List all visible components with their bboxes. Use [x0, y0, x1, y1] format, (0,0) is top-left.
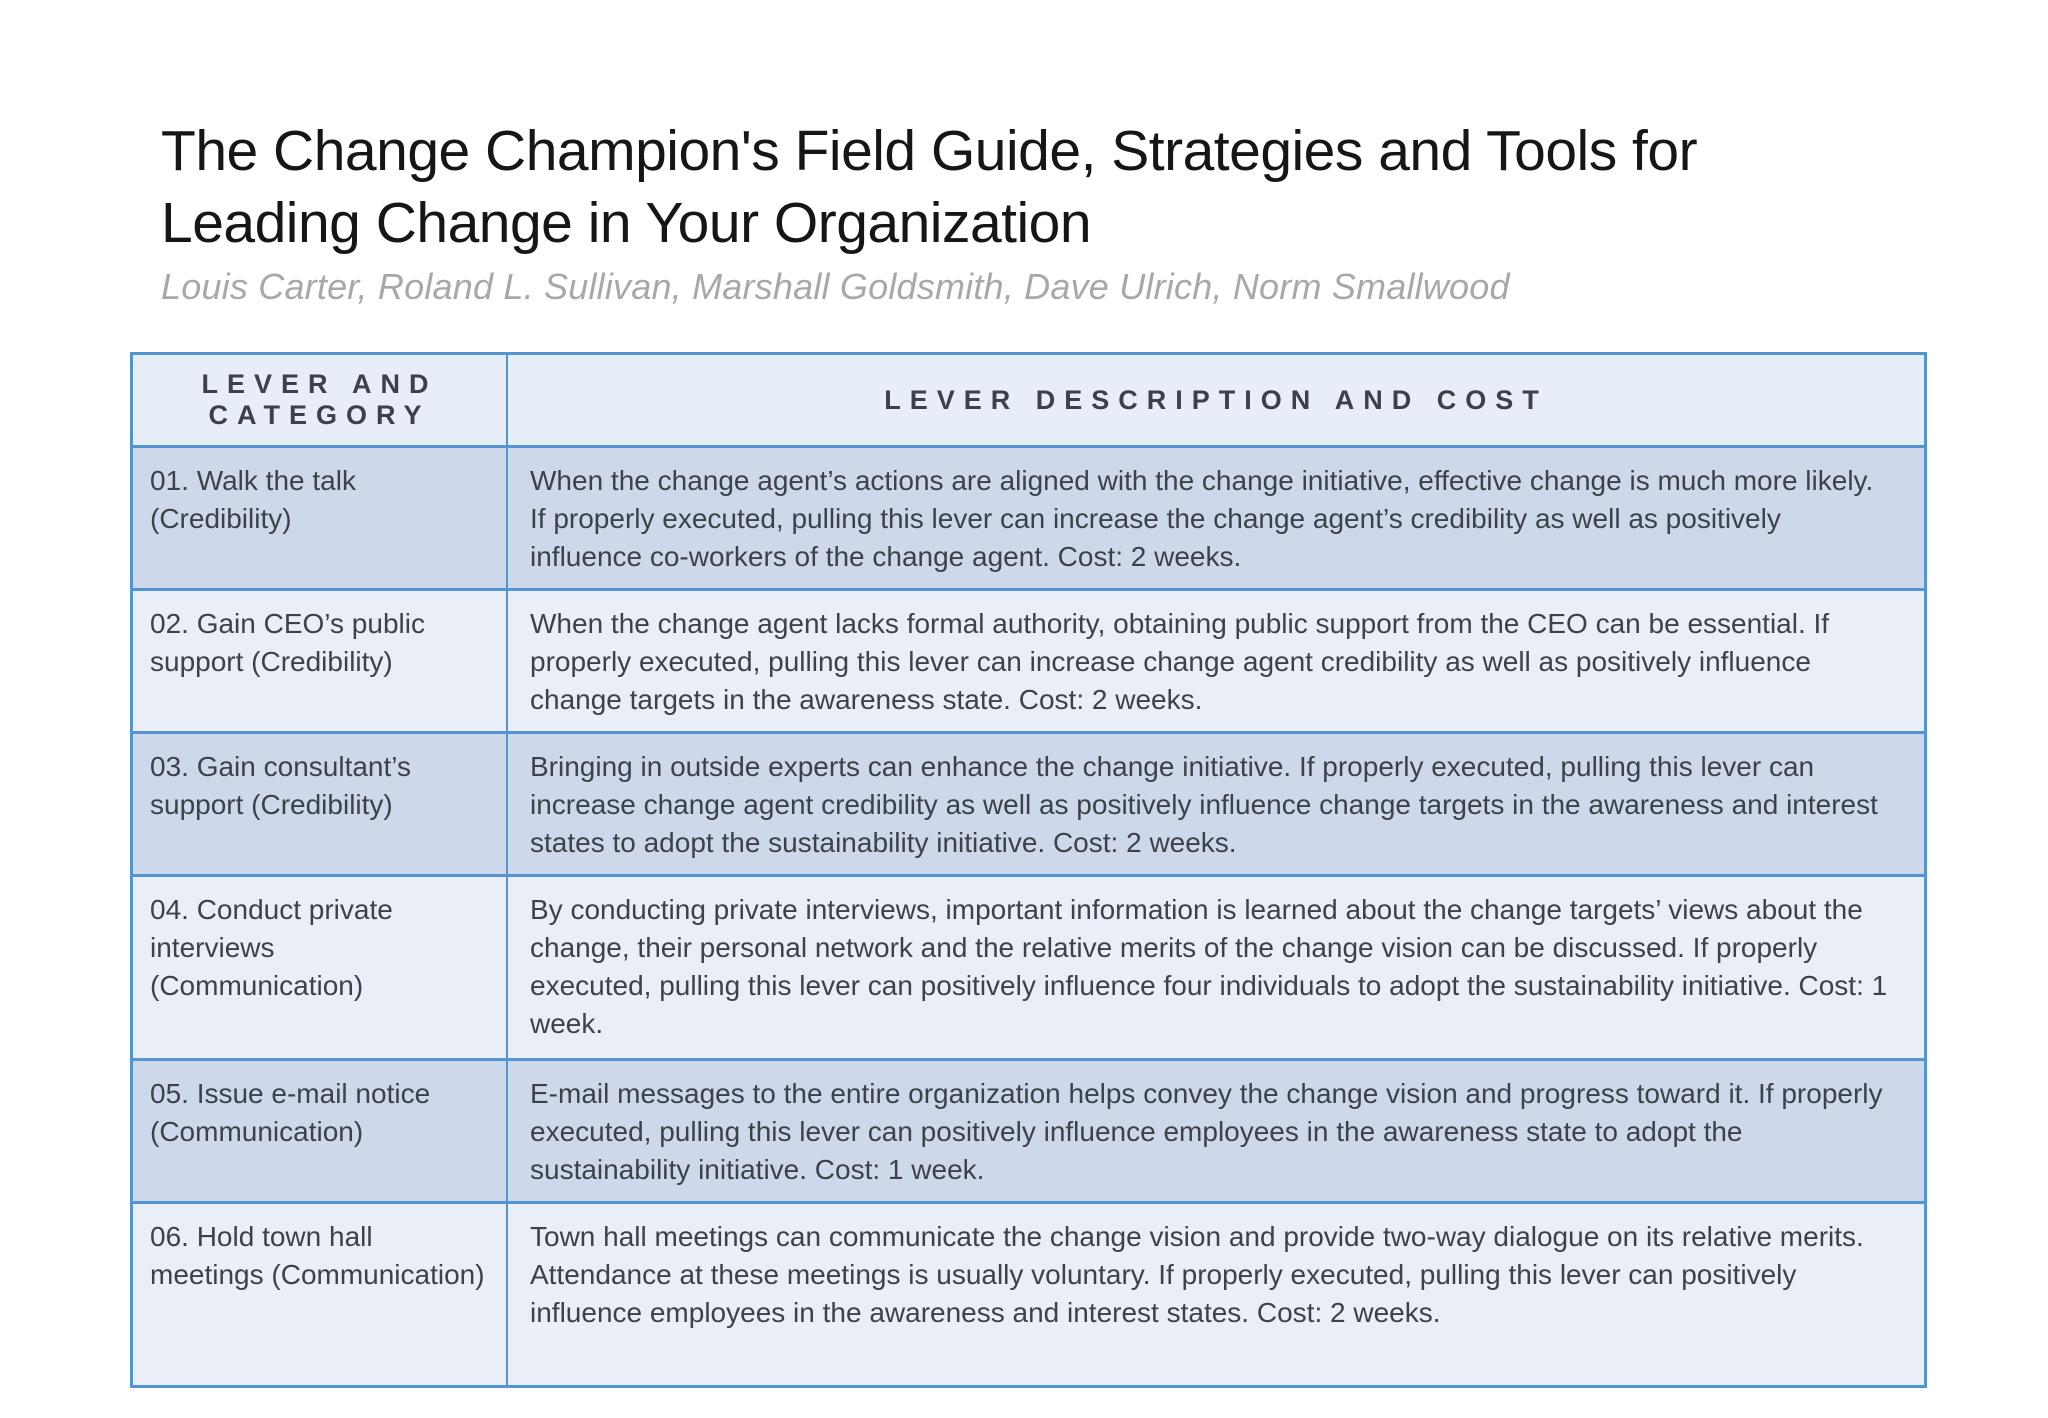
page-title-line1: The Change Champion's Field Guide, Strat… [161, 119, 1698, 184]
table-row: 02. Gain CEO’s public support (Credibili… [130, 588, 1927, 734]
lever-table-header: LEVER AND CATEGORY LEVER DESCRIPTION AND… [130, 352, 1927, 448]
lever-table: LEVER AND CATEGORY LEVER DESCRIPTION AND… [130, 352, 1927, 1388]
lever-cell: 03. Gain consultant’s support (Credibili… [130, 731, 508, 877]
table-row: 06. Hold town hall meetings (Communicati… [130, 1201, 1927, 1388]
lever-cell: 02. Gain CEO’s public support (Credibili… [130, 588, 508, 734]
lever-cell: 04. Conduct private interviews (Communic… [130, 874, 508, 1061]
page-title-line2: Leading Change in Your Organization [161, 191, 1092, 255]
description-cell: By conducting private interviews, import… [506, 874, 1927, 1061]
table-row: 05. Issue e-mail notice (Communication) E… [130, 1058, 1927, 1204]
col-header-lever-description-and-cost: LEVER DESCRIPTION AND COST [506, 352, 1927, 448]
description-cell: Town hall meetings can communicate the c… [506, 1201, 1927, 1388]
col-header-lever-and-category: LEVER AND CATEGORY [130, 352, 508, 448]
page-title: The Change Champion's Field Guide, Strat… [161, 116, 1991, 260]
description-cell: When the change agent’s actions are alig… [506, 445, 1927, 591]
lever-cell: 06. Hold town hall meetings (Communicati… [130, 1201, 508, 1388]
table-row: 03. Gain consultant’s support (Credibili… [130, 731, 1927, 877]
description-cell: When the change agent lacks formal autho… [506, 588, 1927, 734]
header-row: LEVER AND CATEGORY LEVER DESCRIPTION AND… [130, 352, 1927, 448]
authors-line: Louis Carter, Roland L. Sullivan, Marsha… [161, 266, 1510, 307]
lever-cell: 01. Walk the talk (Credibility) [130, 445, 508, 591]
lever-cell: 05. Issue e-mail notice (Communication) [130, 1058, 508, 1204]
table-row: 04. Conduct private interviews (Communic… [130, 874, 1927, 1061]
lever-table-body: 01. Walk the talk (Credibility) When the … [130, 445, 1927, 1388]
description-cell: Bringing in outside experts can enhance … [506, 731, 1927, 877]
table-row: 01. Walk the talk (Credibility) When the … [130, 445, 1927, 591]
description-cell: E-mail messages to the entire organizati… [506, 1058, 1927, 1204]
